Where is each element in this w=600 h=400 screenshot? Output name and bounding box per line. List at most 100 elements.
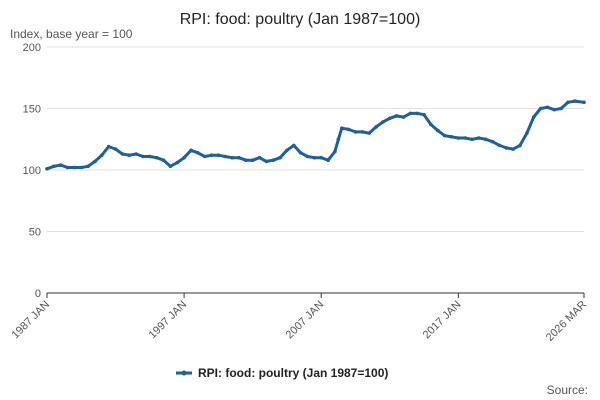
data-point: [429, 122, 433, 127]
data-point: [65, 165, 70, 170]
data-point: [134, 152, 138, 156]
data-point: [278, 155, 282, 160]
data-point: [120, 152, 125, 156]
data-point: [422, 112, 426, 117]
data-point: [573, 99, 577, 103]
data-point: [456, 136, 461, 140]
data-point: [552, 107, 557, 112]
data-point: [394, 114, 399, 118]
data-point: [401, 115, 406, 119]
data-point: [154, 155, 159, 160]
data-point: [415, 111, 420, 116]
plot-area: [45, 99, 586, 171]
x-axis: 1987 JAN 1997 JAN 2007 JAN 2017 JAN 2026 MAR: [9, 292, 589, 344]
data-point: [182, 155, 186, 160]
legend-label: RPI: food: poultry (Jan 1987=100): [198, 366, 388, 380]
data-point: [148, 154, 152, 159]
data-point: [566, 100, 570, 105]
source-label: Source:: [547, 383, 588, 397]
data-point: [367, 131, 372, 135]
data-point: [45, 167, 49, 171]
data-point: [436, 128, 440, 133]
data-point: [374, 125, 378, 129]
gridlines: [47, 46, 584, 232]
data-point: [538, 106, 543, 111]
data-point: [490, 139, 495, 144]
x-tick-label: 2007 JAN: [284, 299, 327, 342]
data-point: [504, 146, 509, 150]
data-point: [230, 155, 234, 160]
data-point: [319, 155, 324, 160]
y-tick-label: 200: [23, 42, 41, 54]
data-point: [463, 136, 468, 140]
data-point: [161, 158, 166, 162]
legend: RPI: food: poultry (Jan 1987=100): [176, 366, 388, 380]
data-point: [257, 155, 262, 160]
legend-marker: [181, 370, 187, 376]
data-point: [196, 151, 200, 155]
data-point: [497, 143, 502, 148]
data-point: [333, 149, 337, 154]
data-point: [216, 153, 221, 157]
chart-subtitle: Index, base year = 100: [10, 27, 133, 41]
y-tick-label: 100: [23, 165, 41, 177]
data-point: [237, 155, 241, 160]
data-point: [531, 115, 536, 119]
data-point: [244, 158, 248, 162]
data-point: [202, 154, 207, 159]
data-point: [305, 154, 310, 159]
data-point: [449, 135, 454, 139]
y-tick-label: 50: [29, 227, 41, 239]
data-point: [189, 148, 193, 153]
data-point: [264, 159, 269, 164]
data-point: [285, 148, 289, 153]
data-point: [525, 131, 529, 135]
y-tick-label: 0: [35, 288, 41, 300]
data-point: [72, 165, 77, 170]
data-point: [381, 120, 385, 124]
data-point: [388, 116, 392, 121]
y-axis: 0 50 100 150 200: [23, 42, 41, 300]
data-point: [52, 164, 56, 169]
x-tick-label: 1997 JAN: [147, 299, 190, 342]
data-point: [442, 133, 447, 138]
data-point: [559, 106, 563, 111]
data-point: [58, 163, 63, 167]
data-point: [271, 158, 276, 162]
data-point: [86, 164, 90, 169]
data-point: [483, 137, 488, 142]
data-point: [582, 100, 586, 105]
data-point: [106, 144, 111, 149]
data-point: [336, 137, 341, 142]
data-point: [250, 158, 255, 162]
data-point: [326, 158, 330, 162]
data-point: [353, 130, 358, 134]
x-tick-label: 2017 JAN: [421, 299, 464, 342]
data-point: [346, 127, 351, 132]
data-point: [312, 155, 317, 160]
x-tick-label: 1987 JAN: [9, 299, 52, 342]
data-point: [511, 147, 515, 151]
data-point: [113, 147, 118, 151]
data-point: [127, 153, 132, 157]
data-point: [223, 154, 227, 159]
data-point: [93, 159, 97, 164]
x-tick-label: 2026 MAR: [544, 299, 589, 344]
data-point: [408, 111, 413, 116]
data-point: [141, 154, 145, 159]
data-point: [79, 165, 84, 170]
data-point: [292, 143, 296, 148]
data-point: [175, 160, 180, 165]
data-point: [545, 105, 550, 110]
data-point: [100, 153, 104, 157]
data-point: [518, 143, 522, 148]
data-point: [470, 137, 474, 142]
data-point: [360, 130, 365, 134]
data-point: [477, 136, 481, 140]
y-tick-label: 150: [23, 104, 41, 116]
data-point: [340, 126, 344, 130]
data-point: [209, 153, 214, 157]
data-point: [168, 164, 173, 169]
chart-title: RPI: food: poultry (Jan 1987=100): [180, 11, 421, 28]
